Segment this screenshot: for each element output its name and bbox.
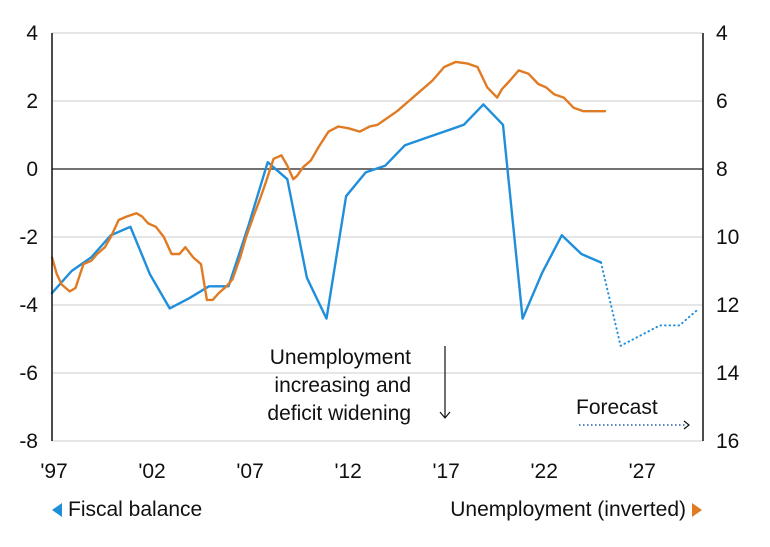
right-tick-label: 12 (716, 294, 739, 317)
right-triangle-icon (692, 503, 702, 517)
legend-label-unemployment: Unemployment (inverted) (450, 498, 686, 521)
x-tick-label: '12 (334, 460, 361, 483)
legend-unemployment: Unemployment (inverted) (450, 498, 702, 522)
x-tick-label: '22 (531, 460, 558, 483)
forecast-label: Forecast (576, 396, 658, 419)
right-tick-label: 14 (716, 362, 740, 385)
right-axis-ticks: 4 6 8 10 12 14 16 (716, 22, 740, 453)
left-axis-ticks: 4 2 0 -2 -4 -6 -8 (19, 22, 38, 453)
annotation-line-3: deficit widening (267, 402, 411, 425)
dotted-arrow-right-icon (579, 420, 690, 430)
arrow-down-icon (439, 346, 451, 419)
annotation-unemployment-deficit: Unemployment increasing and deficit wide… (267, 346, 451, 425)
series-unemployment-inverted (50, 60, 607, 302)
annotation-forecast: Forecast (576, 396, 690, 430)
x-tick-label: '17 (432, 460, 459, 483)
left-tick-label: -8 (19, 430, 38, 453)
x-tick-label: '02 (138, 460, 165, 483)
x-tick-label: '07 (236, 460, 263, 483)
legend-fiscal-balance: Fiscal balance (52, 498, 202, 522)
right-tick-label: 16 (716, 430, 739, 453)
left-tick-label: 4 (26, 22, 38, 45)
left-tick-label: -4 (19, 294, 38, 317)
x-tick-label: '27 (629, 460, 656, 483)
left-tick-label: -2 (19, 226, 38, 249)
right-tick-label: 10 (716, 226, 739, 249)
series-lines (50, 60, 701, 347)
series-fiscal-balance (50, 103, 603, 320)
series-fiscal-balance-forecast (600, 261, 701, 347)
legend-label-fiscal-balance: Fiscal balance (68, 498, 203, 521)
left-tick-label: -6 (19, 362, 38, 385)
x-axis-ticks: '97 '02 '07 '12 '17 '22 '27 (40, 460, 656, 483)
left-tick-label: 2 (26, 90, 38, 113)
right-tick-label: 6 (716, 90, 728, 113)
annotation-line-2: increasing and (274, 374, 411, 397)
annotation-line-1: Unemployment (270, 346, 411, 369)
left-triangle-icon (52, 503, 62, 517)
x-tick-label: '97 (40, 460, 67, 483)
right-tick-label: 4 (716, 22, 728, 45)
right-tick-label: 8 (716, 158, 728, 181)
left-tick-label: 0 (26, 158, 38, 181)
